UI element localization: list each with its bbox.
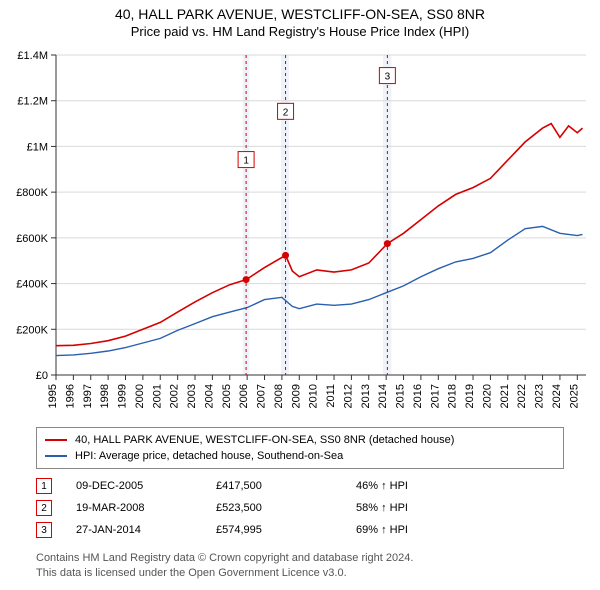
sale-hpi: 58% ↑ HPI [356, 502, 476, 514]
svg-text:2018: 2018 [447, 384, 459, 408]
svg-text:2006: 2006 [238, 384, 250, 408]
chart-title-block: 40, HALL PARK AVENUE, WESTCLIFF-ON-SEA, … [0, 0, 600, 41]
sale-row: 2 19-MAR-2008£523,50058% ↑ HPI [36, 497, 564, 519]
svg-text:1: 1 [243, 156, 249, 167]
legend-swatch [45, 455, 67, 457]
sale-row: 1 09-DEC-2005£417,50046% ↑ HPI [36, 475, 564, 497]
price-chart: £0 £200K £400K £600K £800K £1M £1.2M £1.4M 1995 1… [0, 41, 600, 421]
svg-text:£1.4M: £1.4M [17, 50, 48, 62]
svg-text:£1.2M: £1.2M [17, 96, 48, 108]
sale-date: 27-JAN-2014 [76, 524, 216, 536]
svg-text:2012: 2012 [342, 384, 354, 408]
legend-swatch [45, 439, 67, 441]
sale-price: £523,500 [216, 502, 356, 514]
series-hpi [56, 226, 583, 355]
sale-date: 09-DEC-2005 [76, 480, 216, 492]
sale-price: £417,500 [216, 480, 356, 492]
svg-text:1999: 1999 [117, 384, 129, 408]
svg-text:2013: 2013 [360, 384, 372, 408]
legend-row: HPI: Average price, detached house, Sout… [45, 448, 555, 464]
svg-text:2007: 2007 [256, 384, 268, 408]
svg-text:2010: 2010 [308, 384, 320, 408]
svg-text:£200K: £200K [16, 324, 48, 336]
sales-table: 1 09-DEC-2005£417,50046% ↑ HPI 2 19-MAR-200… [36, 475, 564, 541]
svg-text:£600K: £600K [16, 233, 48, 245]
svg-text:2008: 2008 [273, 384, 285, 408]
svg-text:1996: 1996 [64, 384, 76, 408]
sale-row: 3 27-JAN-2014£574,99569% ↑ HPI [36, 519, 564, 541]
svg-text:£1M: £1M [27, 141, 48, 153]
chart-area: £0 £200K £400K £600K £800K £1M £1.2M £1.4M 1995 1… [0, 41, 600, 421]
svg-text:2014: 2014 [377, 384, 389, 408]
svg-text:1997: 1997 [82, 384, 94, 408]
legend-label: HPI: Average price, detached house, Sout… [75, 450, 343, 462]
sale-marker: 2 [36, 500, 52, 516]
svg-text:2019: 2019 [464, 384, 476, 408]
footer-line-1: Contains HM Land Registry data © Crown c… [36, 551, 564, 566]
sale-price: £574,995 [216, 524, 356, 536]
svg-text:2003: 2003 [186, 384, 198, 408]
svg-text:2: 2 [283, 107, 289, 118]
sale-date: 19-MAR-2008 [76, 502, 216, 514]
sale-marker: 3 [36, 522, 52, 538]
chart-title-sub: Price paid vs. HM Land Registry's House … [0, 24, 600, 39]
chart-title-main: 40, HALL PARK AVENUE, WESTCLIFF-ON-SEA, … [0, 6, 600, 22]
svg-text:2016: 2016 [412, 384, 424, 408]
sale-hpi: 69% ↑ HPI [356, 524, 476, 536]
svg-text:2004: 2004 [203, 384, 215, 408]
svg-text:2000: 2000 [134, 384, 146, 408]
svg-text:2005: 2005 [221, 384, 233, 408]
svg-text:2009: 2009 [290, 384, 302, 408]
footer-line-2: This data is licensed under the Open Gov… [36, 566, 564, 581]
svg-text:1995: 1995 [47, 384, 59, 408]
svg-text:2001: 2001 [151, 384, 163, 408]
chart-footer: Contains HM Land Registry data © Crown c… [36, 551, 564, 581]
chart-legend: 40, HALL PARK AVENUE, WESTCLIFF-ON-SEA, … [36, 427, 564, 469]
svg-text:2023: 2023 [534, 384, 546, 408]
svg-text:1998: 1998 [99, 384, 111, 408]
sale-marker: 1 [36, 478, 52, 494]
svg-text:£800K: £800K [16, 187, 48, 199]
svg-text:2025: 2025 [568, 384, 580, 408]
series-property [56, 124, 583, 346]
svg-text:2011: 2011 [325, 384, 337, 408]
svg-text:£0: £0 [36, 370, 48, 382]
svg-text:2022: 2022 [516, 384, 528, 408]
svg-text:2021: 2021 [499, 384, 511, 408]
svg-text:2002: 2002 [169, 384, 181, 408]
legend-label: 40, HALL PARK AVENUE, WESTCLIFF-ON-SEA, … [75, 434, 454, 446]
sale-hpi: 46% ↑ HPI [356, 480, 476, 492]
svg-text:£400K: £400K [16, 279, 48, 291]
svg-text:2020: 2020 [481, 384, 493, 408]
legend-row: 40, HALL PARK AVENUE, WESTCLIFF-ON-SEA, … [45, 432, 555, 448]
svg-text:2017: 2017 [429, 384, 441, 408]
svg-text:2015: 2015 [395, 384, 407, 408]
svg-text:2024: 2024 [551, 384, 563, 408]
svg-text:3: 3 [385, 72, 391, 83]
